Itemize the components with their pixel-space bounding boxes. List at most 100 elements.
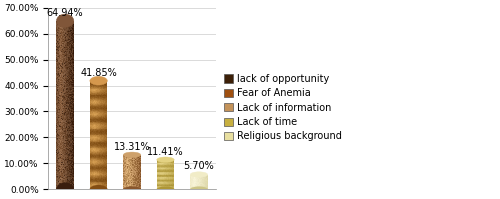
Bar xyxy=(101,149,102,150)
Bar xyxy=(71,131,72,132)
Bar xyxy=(58,140,59,141)
Bar xyxy=(73,69,74,70)
Bar xyxy=(193,186,194,187)
Bar xyxy=(66,81,67,82)
Bar xyxy=(93,126,94,127)
Bar xyxy=(69,76,70,77)
Bar xyxy=(68,90,69,91)
Bar xyxy=(166,177,168,178)
Bar xyxy=(63,183,64,184)
Bar xyxy=(90,113,91,114)
Bar xyxy=(95,96,96,97)
Bar xyxy=(96,130,97,131)
Bar xyxy=(62,96,63,97)
Bar xyxy=(99,143,100,144)
Bar xyxy=(62,132,63,133)
Bar xyxy=(100,172,101,173)
Bar xyxy=(105,148,106,149)
Bar xyxy=(100,149,101,150)
Bar xyxy=(70,120,71,121)
Bar xyxy=(60,25,61,26)
Bar xyxy=(69,171,70,172)
Bar xyxy=(60,24,61,25)
Bar xyxy=(94,127,95,128)
Bar xyxy=(64,46,65,47)
Bar xyxy=(70,154,71,155)
Bar xyxy=(56,186,57,187)
Bar xyxy=(99,107,100,108)
Bar xyxy=(127,186,128,187)
Bar xyxy=(63,103,64,104)
Bar xyxy=(73,173,74,174)
Bar xyxy=(67,57,68,58)
Bar xyxy=(103,107,104,108)
Bar xyxy=(196,176,198,177)
Bar xyxy=(68,23,69,24)
Bar xyxy=(56,183,57,184)
Bar xyxy=(67,49,68,50)
Bar xyxy=(133,188,134,189)
Bar xyxy=(72,49,74,50)
Bar xyxy=(64,125,65,126)
Bar xyxy=(64,182,65,183)
Bar xyxy=(167,177,168,178)
Bar xyxy=(128,169,129,170)
Bar xyxy=(139,161,140,162)
Bar xyxy=(160,188,161,189)
Bar xyxy=(169,170,170,171)
Bar xyxy=(169,161,170,162)
Bar xyxy=(62,60,63,61)
Bar xyxy=(202,185,203,186)
Bar xyxy=(126,177,127,178)
Bar xyxy=(61,157,62,158)
Bar xyxy=(93,102,94,103)
Bar xyxy=(90,167,91,168)
Bar xyxy=(64,23,65,24)
Bar xyxy=(72,37,74,38)
Bar xyxy=(60,86,61,87)
Bar xyxy=(104,107,105,108)
Bar xyxy=(163,164,164,165)
Bar xyxy=(103,151,104,152)
Bar xyxy=(68,149,69,150)
Bar xyxy=(130,181,131,182)
Bar xyxy=(62,150,63,151)
Bar xyxy=(70,144,71,145)
Bar xyxy=(93,168,94,169)
Bar xyxy=(135,166,136,167)
Bar xyxy=(67,148,68,149)
Bar xyxy=(61,151,62,152)
Bar xyxy=(71,183,72,184)
Bar xyxy=(166,172,168,173)
Bar xyxy=(162,177,163,178)
Bar xyxy=(91,113,92,114)
Bar xyxy=(66,178,67,179)
Bar xyxy=(68,160,69,161)
Bar xyxy=(69,153,70,154)
Bar xyxy=(61,131,62,132)
Bar xyxy=(106,136,107,137)
Bar xyxy=(100,130,101,131)
Bar xyxy=(62,100,63,101)
Bar xyxy=(62,162,63,163)
Bar xyxy=(72,29,74,30)
Bar xyxy=(100,178,101,179)
Bar xyxy=(102,116,104,117)
Bar xyxy=(65,118,66,119)
Bar xyxy=(67,79,68,80)
Bar xyxy=(58,111,59,112)
Bar xyxy=(99,111,100,112)
Bar xyxy=(60,162,61,163)
Bar xyxy=(91,185,92,186)
Bar xyxy=(104,100,105,101)
Bar xyxy=(63,122,64,123)
Bar xyxy=(127,188,128,189)
Bar xyxy=(103,105,104,106)
Bar xyxy=(63,31,64,32)
Bar xyxy=(56,50,57,51)
Bar xyxy=(70,78,71,79)
Bar xyxy=(60,48,61,49)
Bar xyxy=(56,158,57,159)
Bar xyxy=(57,90,58,91)
Bar xyxy=(139,177,140,178)
